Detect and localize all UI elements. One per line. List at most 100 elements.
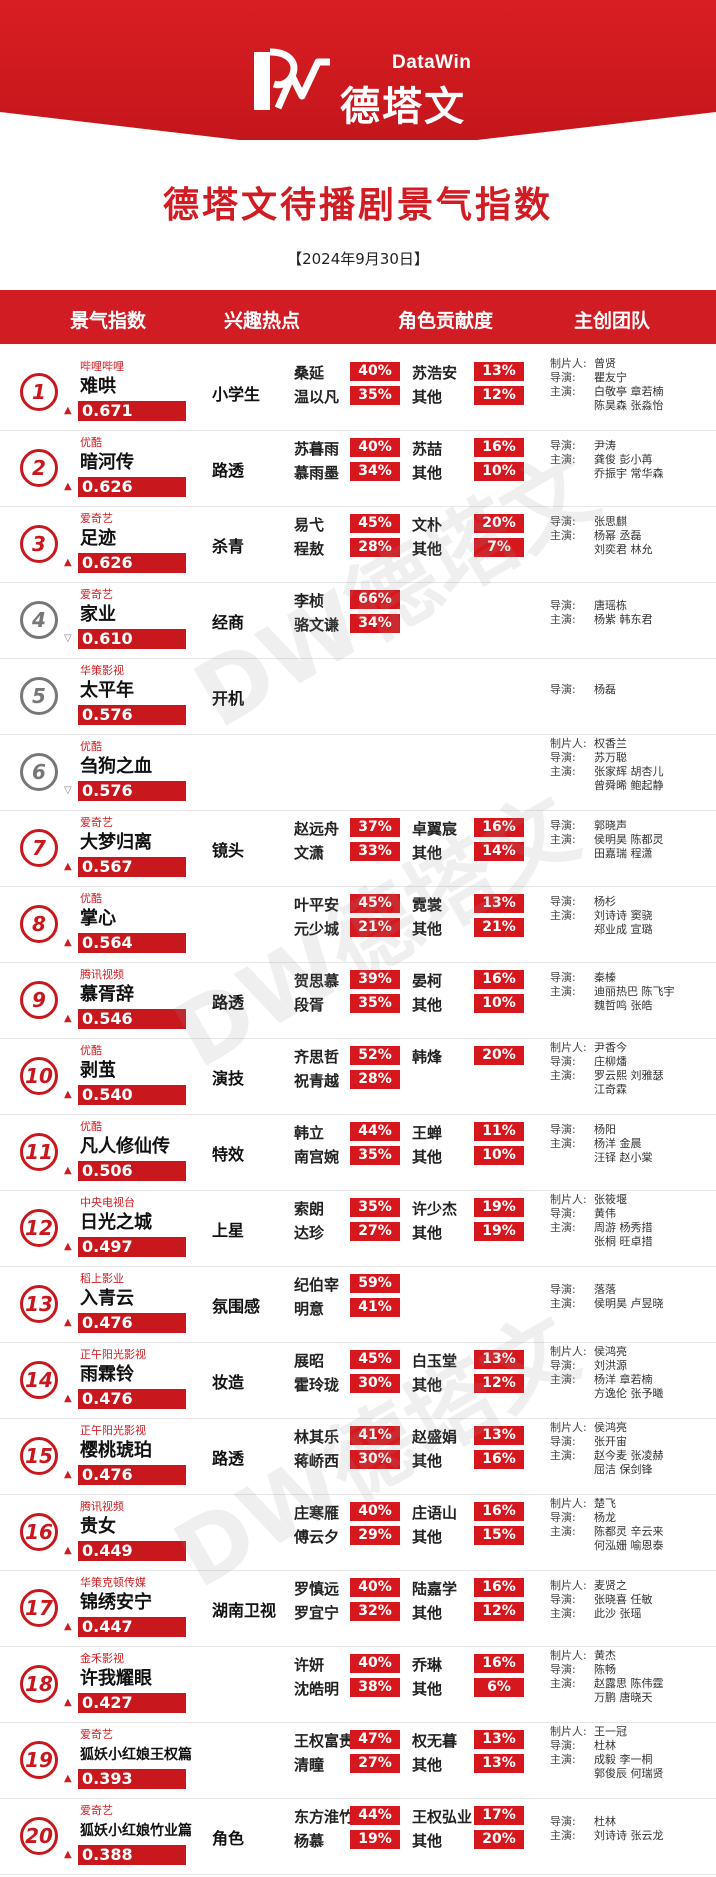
crew-role: 导演:	[550, 1123, 576, 1136]
role-name: 其他	[412, 464, 443, 482]
drama-title: 剥茧	[80, 1060, 116, 1081]
creative-team: 导演: 尹涛 主演: 龚俊 彭小苒 乔振宇 常华森	[550, 439, 716, 481]
index-score: 0.567	[78, 857, 186, 877]
crew-role: 导演:	[550, 1435, 576, 1448]
interest-hotspot: 特效	[212, 1145, 245, 1164]
index-score: 0.476	[78, 1465, 186, 1485]
rank-badge: 12	[20, 1209, 58, 1247]
platform-label: 华策克顿传媒	[80, 1576, 146, 1589]
trend-up-icon: ▲	[64, 1545, 72, 1556]
role-share: 14%	[474, 842, 524, 861]
creative-team: 制片人: 王一冠 导演: 杜林 主演: 成毅 李一桐 郭俊辰 何瑞贤	[550, 1725, 716, 1781]
index-score: 0.626	[78, 553, 186, 573]
crew-names: 黄杰	[594, 1649, 616, 1662]
crew-line: 导演: 杨龙	[550, 1511, 716, 1525]
crew-line: 制片人: 王一冠	[550, 1725, 716, 1739]
trend-up-icon: ▲	[64, 1697, 72, 1708]
role-share: 33%	[350, 842, 400, 861]
crew-names: 周游 杨秀措	[594, 1221, 653, 1234]
role-name: 其他	[412, 1832, 443, 1850]
index-score: 0.540	[78, 1085, 186, 1105]
role-share: 12%	[474, 1374, 524, 1393]
ranking-row: 19 爱奇艺 狐妖小红娘王权篇 ▲ 0.393 王权富贵 47% 权无暮 13% 清瞳 27% 其他 1…	[0, 1723, 716, 1799]
rank-badge: 11	[20, 1133, 58, 1171]
platform-label: 爱奇艺	[80, 512, 113, 525]
role-share: 47%	[350, 1730, 400, 1749]
role-name: 其他	[412, 1528, 443, 1546]
crew-names: 刘洪源	[594, 1359, 627, 1372]
role-share: 41%	[350, 1426, 400, 1445]
crew-names: 杨洋 金晨	[594, 1137, 642, 1150]
crew-names: 杜林	[594, 1739, 616, 1752]
index-score: 0.388	[78, 1845, 186, 1865]
role-name: 其他	[412, 388, 443, 406]
role-share: 10%	[474, 462, 524, 481]
crew-line: 主演: 成毅 李一桐	[550, 1753, 716, 1767]
rank-badge: 20	[20, 1817, 58, 1855]
crew-line: 导演: 杨磊	[550, 683, 716, 697]
platform-label: 哔哩哔哩	[80, 360, 124, 373]
creative-team: 制片人: 黄杰 导演: 陈畅 主演: 赵露思 陈伟霆 万鹏 唐晓天	[550, 1649, 716, 1705]
role-name: 文朴	[412, 516, 443, 534]
drama-title: 锦绣安宁	[80, 1592, 152, 1613]
index-score: 0.476	[78, 1313, 186, 1333]
crew-role: 制片人:	[550, 1041, 587, 1054]
role-name: 齐思哲	[294, 1048, 340, 1066]
crew-line: 制片人: 尹香今	[550, 1041, 716, 1055]
interest-hotspot: 湖南卫视	[212, 1601, 277, 1620]
role-share: 17%	[474, 1806, 524, 1825]
role-share: 35%	[350, 386, 400, 405]
role-share: 40%	[350, 362, 400, 381]
platform-label: 正午阳光影视	[80, 1348, 146, 1361]
crew-role: 主演:	[550, 765, 576, 778]
platform-label: 优酷	[80, 740, 102, 753]
ranking-row: 11 优酷 凡人修仙传 ▲ 0.506 特效 韩立 44% 王蝉 11% 南宫婉 35% 其他 10% 导演…	[0, 1115, 716, 1191]
role-name: 庄语山	[412, 1504, 458, 1522]
role-name: 骆文谦	[294, 616, 340, 634]
crew-line: 主演: 白敬亭 章若楠	[550, 385, 716, 399]
trend-down-icon: ▽	[64, 785, 72, 796]
role-name: 沈皓明	[294, 1680, 340, 1698]
drama-title: 太平年	[80, 680, 134, 701]
crew-names: 唐瑶栋	[594, 599, 627, 612]
crew-role: 主演:	[550, 833, 576, 846]
trend-up-icon: ▲	[64, 1621, 72, 1632]
crew-line: 导演: 杨阳	[550, 1123, 716, 1137]
role-share: 45%	[350, 1350, 400, 1369]
role-share: 11%	[474, 1122, 524, 1141]
drama-title: 樱桃琥珀	[80, 1440, 152, 1461]
role-name: 清瞳	[294, 1756, 325, 1774]
rank-badge: 19	[20, 1741, 58, 1779]
column-header-bar: 景气指数 兴趣热点 角色贡献度 主创团队	[0, 290, 716, 344]
crew-names: 曾贤	[594, 357, 616, 370]
ranking-row: 6 优酷 刍狗之血 ▽ 0.576 制片人: 权香兰 导演: 苏万聪 主演: 张家辉 胡杏儿 曾舜晞 …	[0, 735, 716, 811]
crew-names: 张开宙	[594, 1435, 627, 1448]
page-title: 德塔文待播剧景气指数	[162, 185, 553, 226]
creative-team: 制片人: 曾贤 导演: 瞿友宁 主演: 白敬亭 章若楠 陈昊森 张淼怡	[550, 357, 716, 413]
header-index: 景气指数	[70, 310, 147, 332]
platform-label: 稻上影业	[80, 1272, 124, 1285]
crew-line: 主演: 侯明昊 卢昱晓	[550, 1297, 716, 1311]
crew-role: 主演:	[550, 985, 576, 998]
creative-team: 导演: 秦榛 主演: 迪丽热巴 陈飞宇 魏哲鸣 张皓	[550, 971, 716, 1013]
crew-line: 制片人: 黄杰	[550, 1649, 716, 1663]
crew-names: 江奇霖	[594, 1083, 627, 1096]
crew-line: 主演: 罗云熙 刘雅瑟	[550, 1069, 716, 1083]
header-crew: 主创团队	[574, 310, 651, 332]
crew-role: 制片人:	[550, 1725, 587, 1738]
role-name: 罗慎远	[294, 1580, 340, 1598]
ranking-row: 17 华策克顿传媒 锦绣安宁 ▲ 0.447 湖南卫视 罗慎远 40% 陆嘉学 16% 罗宜宁 32%…	[0, 1571, 716, 1647]
role-share: 34%	[350, 614, 400, 633]
drama-title: 许我耀眼	[80, 1668, 152, 1689]
crew-line: 田嘉瑞 程潇	[550, 847, 716, 861]
crew-names: 田嘉瑞 程潇	[594, 847, 653, 860]
ranking-row: 16 腾讯视频 贵女 ▲ 0.449 庄寒雁 40% 庄语山 16% 傅云夕 29% 其他 15% 制片人…	[0, 1495, 716, 1571]
crew-line: 主演: 张家辉 胡杏儿	[550, 765, 716, 779]
crew-line: 制片人: 楚飞	[550, 1497, 716, 1511]
rank-badge: 8	[20, 905, 58, 943]
role-share: 13%	[474, 1350, 524, 1369]
interest-hotspot: 角色	[212, 1829, 245, 1848]
crew-names: 万鹏 唐晓天	[594, 1691, 653, 1704]
role-name: 明意	[294, 1300, 325, 1318]
crew-names: 方逸伦 张予曦	[594, 1387, 664, 1400]
